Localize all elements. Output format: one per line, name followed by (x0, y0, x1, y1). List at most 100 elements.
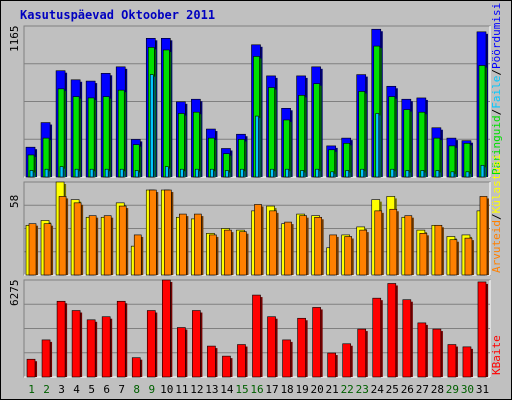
bar-sites-day-14 (224, 229, 232, 276)
legend-separator: / (490, 213, 503, 220)
legend-separator: / (490, 69, 503, 76)
x-tick-label: 6 (103, 383, 110, 396)
bar-kbytes-day-1 (26, 358, 36, 378)
x-tick-label: 5 (88, 383, 95, 396)
bar-kbytes-day-21 (327, 352, 336, 378)
bar-kbytes-day-4 (71, 310, 81, 378)
bar-files-day-9 (149, 74, 154, 178)
x-tick-label: 22 (341, 383, 354, 396)
bar-files-day-29 (450, 171, 455, 178)
bar-sites-day-3 (58, 196, 67, 276)
bar-shadow (272, 171, 276, 177)
bar-shadow (212, 171, 216, 177)
bar-sites-day-12 (194, 213, 202, 276)
x-tick-label: 16 (250, 383, 263, 396)
y-max-label-hits: 1165 (8, 26, 21, 53)
bar-pages-day-18 (283, 119, 290, 178)
bar-kbytes-day-10 (161, 279, 171, 378)
bar-shadow (242, 171, 246, 177)
bar-kbytes-day-14 (222, 355, 231, 378)
bar-kbytes-day-27 (417, 322, 427, 378)
bar-files-day-7 (119, 168, 124, 178)
x-tick-label: 10 (160, 383, 173, 396)
series-sites (28, 189, 489, 276)
bar-shadow (137, 172, 141, 177)
bar-files-day-31 (480, 165, 485, 178)
bar-sites-day-10 (163, 189, 172, 276)
bar-kbytes-day-20 (312, 307, 321, 378)
x-tick-label: 20 (311, 383, 324, 396)
bar-pages-day-25 (388, 96, 396, 178)
bar-pages-day-7 (117, 89, 125, 178)
legend-visits: Arvuteid/Külastusi (490, 154, 503, 273)
bar-shadow (107, 171, 111, 177)
bar-pages-day-11 (178, 113, 185, 178)
bar-kbytes-day-17 (267, 316, 276, 378)
legend-text-hits: Päringuid/Faile/Pöördumisi (490, 3, 503, 175)
legend-separator: / (490, 109, 503, 116)
bar-kbytes-day-6 (101, 316, 111, 378)
bar-sites-day-31 (479, 196, 488, 276)
bar-kbytes-day-8 (131, 357, 141, 378)
legend-item-visits: Külastusi (490, 154, 503, 214)
panel-hits: 1165 Päringuid/Faile/Pöördumisi (8, 3, 503, 178)
x-tick-label: 12 (190, 383, 203, 396)
bar-kbytes-day-25 (387, 283, 397, 378)
legend-item-files: Faile (490, 76, 503, 109)
bar-shadow (32, 172, 36, 177)
x-tick-label: 1 (28, 383, 35, 396)
x-tick-label: 27 (416, 383, 429, 396)
bar-files-day-25 (390, 168, 395, 178)
bar-shadow (437, 172, 441, 177)
bar-sites-day-22 (344, 236, 353, 276)
chart-title: Kasutuspäevad Oktoober 2011 (20, 8, 215, 22)
legend-item-pages: Päringuid (490, 115, 503, 175)
bar-sites-day-2 (43, 223, 52, 276)
bar-kbytes-day-30 (462, 346, 472, 378)
bar-files-day-28 (435, 170, 440, 178)
bar-sites-day-7 (118, 205, 127, 276)
bar-shadow (287, 171, 291, 177)
bar-files-day-13 (210, 168, 214, 178)
bar-sites-day-20 (314, 216, 322, 276)
x-tick-label: 14 (220, 383, 234, 396)
x-tick-label: 17 (265, 383, 278, 396)
bar-files-day-24 (375, 113, 380, 178)
bar-files-day-4 (74, 168, 79, 178)
bar-sites-day-28 (434, 224, 443, 276)
bar-sites-day-11 (179, 213, 187, 276)
bar-shadow (182, 171, 186, 177)
x-axis-day-labels: 1 2 3 4 5 6 7 8 9 10 11 12 13 14 15 16 17 18 19 20 21 22 23 24 2… (28, 383, 489, 396)
x-tick-label: 15 (235, 383, 248, 396)
bar-sites-day-30 (464, 237, 473, 276)
bar-pages-day-19 (298, 95, 305, 178)
bar-kbytes-day-7 (116, 300, 126, 378)
bar-pages-day-12 (193, 111, 200, 178)
x-tick-label: 29 (446, 383, 459, 396)
bar-sites-day-15 (239, 231, 247, 276)
bar-kbytes-day-31 (477, 281, 487, 378)
bar-pages-day-20 (313, 83, 320, 178)
bar-shadow (152, 76, 156, 177)
x-tick-label: 28 (431, 383, 444, 396)
x-tick-label: 26 (401, 383, 414, 396)
bar-sites-day-13 (209, 234, 217, 276)
bar-shadow (92, 171, 96, 177)
bar-kbytes-day-28 (432, 328, 442, 378)
bar-kbytes-day-13 (207, 345, 216, 378)
bar-shadow (392, 171, 396, 177)
bar-shadow (62, 168, 66, 177)
chart-panels: 1165Päringuid/Faile/Pöördumisi58Arvuteid… (8, 3, 503, 378)
bar-pages-day-10 (162, 49, 170, 178)
bar-files-day-27 (420, 170, 425, 178)
bar-files-day-6 (104, 168, 109, 178)
bar-shadow (377, 115, 381, 177)
legend-item-sites: Arvuteid (490, 220, 503, 273)
bar-sites-day-17 (269, 210, 277, 276)
bar-kbytes-day-23 (357, 328, 367, 378)
x-tick-label: 8 (133, 383, 140, 396)
bar-files-day-26 (405, 170, 410, 178)
bar-files-day-18 (285, 168, 289, 178)
bar-pages-day-27 (418, 111, 426, 178)
